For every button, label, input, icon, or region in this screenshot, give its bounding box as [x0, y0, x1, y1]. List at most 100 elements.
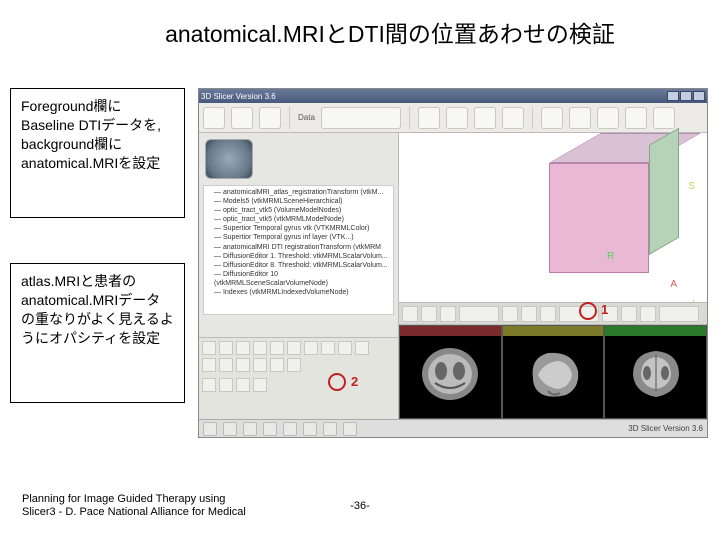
option-button[interactable]: [355, 341, 369, 355]
tool-icon[interactable]: [502, 107, 524, 129]
taskbar-icon[interactable]: [343, 422, 357, 436]
toolbar-separator: [289, 107, 290, 129]
tool-icon[interactable]: [541, 107, 563, 129]
tree-item[interactable]: — Supertior Temporal gyrus vtk (VTKMRMLC…: [214, 224, 389, 233]
taskbar-icon[interactable]: [283, 422, 297, 436]
option-button[interactable]: [253, 341, 267, 355]
tree-item[interactable]: — Models5 (vtkMRMLSceneHierarchical): [214, 197, 389, 206]
option-button[interactable]: [321, 341, 335, 355]
slice-header: [400, 326, 501, 336]
option-button[interactable]: [236, 358, 250, 372]
option-button[interactable]: [253, 378, 267, 392]
slice-header: [503, 326, 604, 336]
tree-item[interactable]: — Indexes (vtkMRMLIndexedVolumeNode): [214, 288, 389, 297]
taskbar-icon[interactable]: [223, 422, 237, 436]
callout-marker-2: [328, 373, 346, 391]
slice-tool[interactable]: [502, 306, 518, 322]
option-button[interactable]: [287, 341, 301, 355]
app-titlebar: 3D Slicer Version 3.6: [199, 89, 707, 103]
instruction-text-2: atlas.MRIと患者のanatomical.MRIデータの重なりがよく見える…: [21, 273, 174, 346]
toolbar-separator: [409, 107, 410, 129]
taskbar-icon[interactable]: [203, 422, 217, 436]
slice-tool[interactable]: [659, 306, 699, 322]
option-button[interactable]: [202, 358, 216, 372]
tree-item[interactable]: — DiffusionEditor 1. Threshold: vtkMRMLS…: [214, 252, 389, 261]
instruction-box-2: atlas.MRIと患者のanatomical.MRIデータの重なりがよく見える…: [10, 263, 185, 403]
scene-tree[interactable]: — anatomicalMRI_atlas_registrationTransf…: [203, 185, 394, 315]
left-panel: — anatomicalMRI_atlas_registrationTransf…: [199, 133, 399, 419]
tool-icon[interactable]: [321, 107, 401, 129]
tool-icon[interactable]: [474, 107, 496, 129]
option-button[interactable]: [304, 341, 318, 355]
tree-item[interactable]: — Supertior Temporal gyrus inf layer (VT…: [214, 233, 389, 242]
maximize-button[interactable]: [680, 91, 692, 101]
minimize-button[interactable]: [667, 91, 679, 101]
taskbar-icon[interactable]: [243, 422, 257, 436]
option-button[interactable]: [219, 341, 233, 355]
panel-options: [199, 337, 398, 419]
statusbar-text: 3D Slicer Version 3.6: [628, 424, 703, 433]
slice-tool[interactable]: [521, 306, 537, 322]
instruction-text-1: Foreground欄に Baseline DTIデータを, backgroun…: [21, 98, 161, 171]
3d-viewport[interactable]: S R A I: [399, 133, 707, 303]
slice-tool[interactable]: [421, 306, 437, 322]
slide-title: anatomical.MRIとDTI間の位置あわせの検証: [0, 15, 720, 49]
slice-view-coronal[interactable]: [604, 325, 707, 419]
tool-icon[interactable]: [569, 107, 591, 129]
option-button[interactable]: [270, 341, 284, 355]
slice-tool[interactable]: [440, 306, 456, 322]
slice-tool[interactable]: [621, 306, 637, 322]
slice-view-axial[interactable]: [399, 325, 502, 419]
tree-item[interactable]: — DiffusionEditor 10 (vtkMRMLSceneScalar…: [214, 270, 389, 288]
tree-item[interactable]: — anatomicalMRI_atlas_registrationTransf…: [214, 188, 389, 197]
slice-views: [399, 325, 707, 419]
main-toolbar: Data: [199, 103, 707, 133]
tool-icon[interactable]: [418, 107, 440, 129]
slice-tool[interactable]: [540, 306, 556, 322]
taskbar-icon[interactable]: [263, 422, 277, 436]
instruction-box-1: Foreground欄に Baseline DTIデータを, backgroun…: [10, 88, 185, 218]
brain-slice-axial: [415, 343, 485, 405]
brain-thumbnail[interactable]: [205, 139, 253, 179]
tree-item[interactable]: — anatomicalMRI DTI registrationTransfor…: [214, 243, 389, 252]
toolbar-label: Data: [298, 113, 315, 122]
tool-icon[interactable]: [203, 107, 225, 129]
option-button[interactable]: [287, 358, 301, 372]
slice-tool[interactable]: [459, 306, 499, 322]
taskbar-icon[interactable]: [323, 422, 337, 436]
window-buttons: [667, 91, 705, 101]
slice-view-sagittal[interactable]: [502, 325, 605, 419]
taskbar-icon[interactable]: [303, 422, 317, 436]
tree-item[interactable]: — optic_tract_vtk5 (VolumeModelNodes): [214, 206, 389, 215]
option-button[interactable]: [253, 358, 267, 372]
tool-icon[interactable]: [653, 107, 675, 129]
tool-icon[interactable]: [446, 107, 468, 129]
axis-label-s: S: [688, 181, 695, 192]
slice-tool[interactable]: [402, 306, 418, 322]
tool-icon[interactable]: [625, 107, 647, 129]
tool-icon[interactable]: [259, 107, 281, 129]
callout-label-1: 1: [601, 302, 608, 317]
page-number: -36-: [0, 500, 720, 512]
option-button[interactable]: [338, 341, 352, 355]
slice-toolbar: [399, 303, 707, 325]
option-button[interactable]: [202, 341, 216, 355]
close-button[interactable]: [693, 91, 705, 101]
option-button[interactable]: [219, 358, 233, 372]
callout-label-2: 2: [351, 374, 358, 389]
axis-label-a: A: [670, 279, 677, 290]
tool-icon[interactable]: [231, 107, 253, 129]
tree-item[interactable]: — optic_tract_vtk5 (vtkMRMLModelNode): [214, 215, 389, 224]
option-button[interactable]: [219, 378, 233, 392]
tree-item[interactable]: — DiffusionEditor 8. Threshold: vtkMRMLS…: [214, 261, 389, 270]
option-button[interactable]: [236, 341, 250, 355]
option-button[interactable]: [236, 378, 250, 392]
option-button[interactable]: [270, 358, 284, 372]
app-screenshot: 3D Slicer Version 3.6 Data — anatomicalM…: [198, 88, 708, 438]
tool-icon[interactable]: [597, 107, 619, 129]
callout-marker-1: [579, 302, 597, 320]
slice-tool[interactable]: [640, 306, 656, 322]
toolbar-separator: [532, 107, 533, 129]
option-button[interactable]: [202, 378, 216, 392]
axis-label-r: R: [607, 251, 614, 262]
